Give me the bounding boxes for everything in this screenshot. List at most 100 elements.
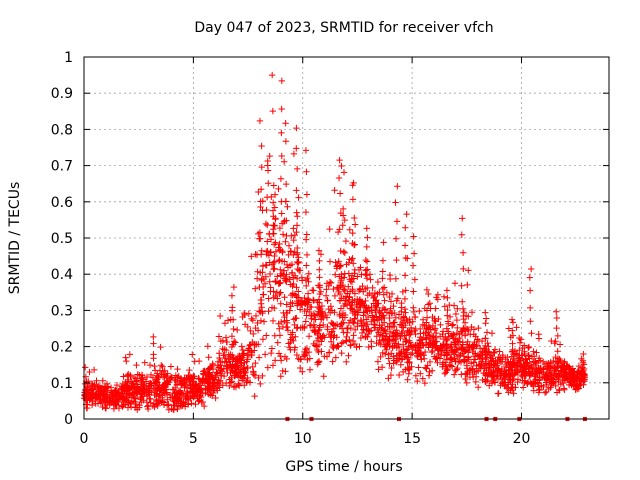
data-point <box>575 368 582 375</box>
data-point <box>449 331 457 338</box>
data-point <box>139 372 146 379</box>
x-tick-labels: 0 5 10 15 20 <box>80 431 531 447</box>
data-point <box>527 265 535 273</box>
data-point <box>254 319 261 327</box>
data-point <box>120 373 127 380</box>
data-point <box>543 388 550 396</box>
data-point <box>384 342 391 349</box>
data-point <box>460 265 467 273</box>
data-point <box>531 373 539 380</box>
data-point <box>468 309 476 316</box>
data-point <box>569 380 577 388</box>
data-point <box>159 368 167 376</box>
data-point <box>425 301 432 308</box>
data-point <box>400 349 408 356</box>
data-point <box>358 271 365 278</box>
data-point <box>164 402 171 409</box>
data-point <box>476 365 484 372</box>
data-point <box>345 298 353 305</box>
data-point <box>527 318 534 325</box>
data-point <box>421 348 429 356</box>
data-point <box>464 338 471 346</box>
data-point <box>277 352 284 360</box>
data-point <box>371 289 379 297</box>
data-point <box>127 399 135 407</box>
data-point <box>205 354 212 361</box>
data-point <box>396 321 404 328</box>
data-point <box>510 360 517 368</box>
data-point <box>206 365 213 372</box>
data-point <box>435 350 442 358</box>
data-point <box>291 321 298 329</box>
data-point <box>433 355 440 362</box>
data-point <box>272 277 279 285</box>
data-point <box>229 304 236 311</box>
data-point <box>231 338 238 345</box>
data-point <box>167 374 175 381</box>
data-point <box>323 286 330 293</box>
data-point <box>453 353 461 361</box>
data-point <box>446 361 453 369</box>
data-point <box>379 312 386 319</box>
data-point <box>316 290 324 298</box>
data-point <box>384 323 391 330</box>
data-point <box>317 251 325 258</box>
data-point <box>215 333 223 340</box>
data-point <box>276 224 284 232</box>
data-point <box>430 333 437 341</box>
data-point <box>405 328 412 336</box>
data-point <box>507 376 514 383</box>
data-point <box>530 365 538 372</box>
data-point <box>244 374 251 382</box>
data-point <box>257 251 265 258</box>
data-point <box>259 283 267 291</box>
data-point <box>320 332 327 339</box>
data-point <box>303 312 310 319</box>
data-point <box>389 310 396 317</box>
data-point <box>195 383 203 391</box>
data-point <box>288 334 296 341</box>
data-point <box>293 258 301 266</box>
data-point <box>108 389 115 396</box>
x-tick-label: 10 <box>294 431 312 447</box>
data-point <box>293 124 300 132</box>
y-tick-label: 0.1 <box>51 376 73 392</box>
data-point <box>519 384 527 391</box>
data-point <box>404 364 412 372</box>
data-point <box>354 273 361 280</box>
data-point <box>308 315 315 322</box>
data-point <box>533 349 540 356</box>
data-point <box>95 382 102 389</box>
data-point <box>394 183 401 190</box>
data-point <box>291 344 299 351</box>
data-point <box>326 258 334 265</box>
data-point <box>418 356 425 363</box>
data-point <box>290 236 297 244</box>
data-point <box>338 271 345 278</box>
data-point <box>315 358 323 365</box>
data-point <box>306 366 314 373</box>
data-point <box>497 371 504 379</box>
data-point <box>206 380 214 387</box>
data-point <box>408 363 415 370</box>
data-point <box>395 371 403 379</box>
data-point <box>558 372 566 379</box>
data-point <box>373 333 380 340</box>
data-point <box>314 346 321 354</box>
data-point <box>255 354 263 361</box>
data-point <box>427 305 434 312</box>
data-point <box>304 356 311 363</box>
data-point <box>473 342 480 350</box>
data-point <box>145 402 152 409</box>
data-point <box>85 378 92 385</box>
data-point <box>266 270 274 278</box>
data-point <box>410 304 417 311</box>
data-point <box>552 365 560 373</box>
data-point <box>411 276 419 283</box>
data-point <box>524 344 532 352</box>
data-point <box>283 278 290 285</box>
data-point <box>423 339 430 347</box>
data-point <box>282 368 289 375</box>
y-tick-label: 0.4 <box>51 267 73 283</box>
data-point <box>292 333 299 340</box>
